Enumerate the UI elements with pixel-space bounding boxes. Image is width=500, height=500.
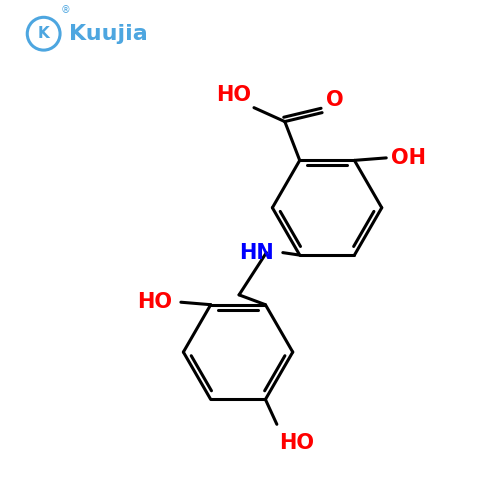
Text: OH: OH xyxy=(391,148,426,168)
Text: HO: HO xyxy=(216,85,252,105)
Text: HO: HO xyxy=(138,292,172,312)
Text: HN: HN xyxy=(239,242,274,262)
Text: Kuujia: Kuujia xyxy=(68,24,148,44)
Text: O: O xyxy=(326,90,344,110)
Text: HO: HO xyxy=(280,432,314,452)
Text: ®: ® xyxy=(61,5,71,15)
Text: K: K xyxy=(38,26,50,41)
